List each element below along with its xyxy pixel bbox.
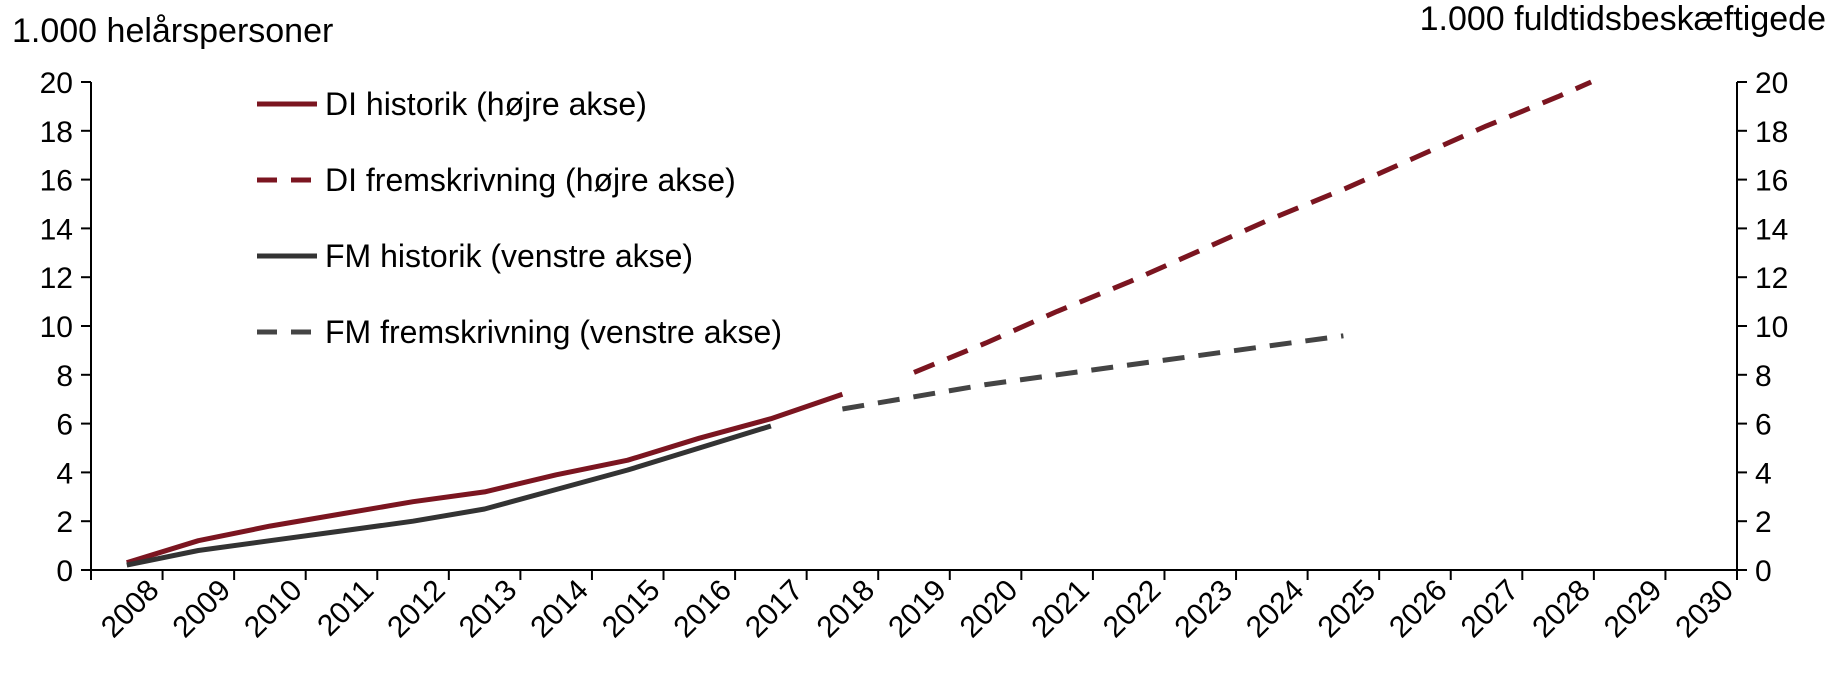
- right-y-tick-label: 2: [1755, 506, 1772, 539]
- legend: DI historik (højre akse) DI fremskrivning…: [257, 86, 782, 350]
- x-tick-label: 2024: [1240, 574, 1311, 645]
- left-y-tick-label: 14: [40, 213, 73, 246]
- x-tick-label: 2026: [1383, 574, 1454, 645]
- series-line-1: [126, 391, 844, 566]
- left-axis-title: 1.000 helårspersoner: [12, 12, 333, 50]
- x-tick-label: 2015: [596, 574, 667, 645]
- x-tick-label: 2011: [311, 574, 380, 643]
- left-y-tick-label: 16: [40, 165, 73, 198]
- x-tick-label: 2022: [1097, 574, 1168, 645]
- x-tick-label: 2012: [381, 574, 452, 645]
- x-tick-label: 2029: [1598, 574, 1669, 645]
- x-tick-label: 2025: [1312, 574, 1383, 645]
- legend-label-4: FM fremskrivning (venstre akse): [325, 314, 782, 350]
- right-y-tick-label: 12: [1755, 262, 1788, 295]
- left-y-tick-label: 0: [56, 555, 73, 588]
- left-y-tick-label: 8: [56, 360, 73, 393]
- right-y-tick-label: 14: [1755, 213, 1788, 246]
- right-y-tick-label: 6: [1755, 409, 1772, 442]
- x-tick-label: 2027: [1455, 574, 1526, 645]
- x-tick-label: 2016: [668, 574, 739, 645]
- left-y-tick-label: 12: [40, 262, 73, 295]
- legend-label-3: FM historik (venstre akse): [325, 238, 693, 274]
- left-y-tick-label: 10: [40, 311, 73, 344]
- legend-label-2: DI fremskrivning (højre akse): [325, 162, 736, 198]
- x-tick-label: 2008: [95, 574, 166, 645]
- x-tick-label: 2009: [167, 574, 238, 645]
- x-tick-label: 2010: [238, 574, 309, 645]
- left-y-tick-label: 2: [56, 506, 73, 539]
- right-y-tick-label: 20: [1755, 67, 1788, 100]
- right-y-tick-label: 16: [1755, 165, 1788, 198]
- left-y-tick-label: 20: [40, 67, 73, 100]
- series-line-3: [126, 423, 772, 568]
- x-tick-label: 2021: [1025, 574, 1096, 645]
- right-y-tick-label: 10: [1755, 311, 1788, 344]
- left-y-tick-label: 18: [40, 116, 73, 149]
- x-tick-label: 2028: [1526, 574, 1597, 645]
- x-tick-label: 2023: [1168, 574, 1239, 645]
- right-y-tick-label: 0: [1755, 555, 1772, 588]
- x-tick-label: 2017: [739, 574, 810, 645]
- right-y-tick-label: 4: [1755, 457, 1772, 490]
- series-line-4: [841, 333, 1344, 412]
- x-tick-label: 2013: [453, 574, 524, 645]
- right-y-tick-label: 18: [1755, 116, 1788, 149]
- x-tick-label: 2018: [811, 574, 882, 645]
- x-tick-label: 2019: [882, 574, 953, 645]
- x-tick-label: 2014: [524, 574, 595, 645]
- series-line-2: [913, 79, 1593, 375]
- left-y-tick-label: 4: [56, 457, 73, 490]
- right-axis-title: 1.000 fuldtidsbeskæftigede: [1420, 0, 1826, 38]
- legend-label-1: DI historik (højre akse): [325, 86, 647, 122]
- x-tick-label: 2030: [1669, 574, 1740, 645]
- x-tick-label: 2020: [954, 574, 1025, 645]
- left-y-tick-label: 6: [56, 409, 73, 442]
- series-layer: [126, 79, 1593, 568]
- right-y-tick-label: 8: [1755, 360, 1772, 393]
